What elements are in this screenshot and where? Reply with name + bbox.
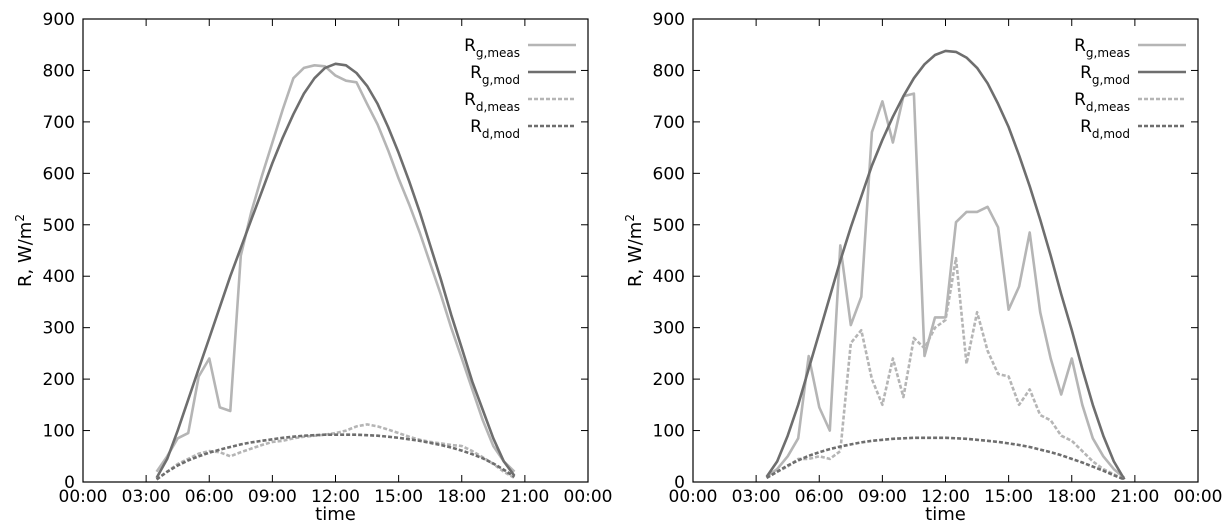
x-tick-label: 03:00 [732, 487, 781, 507]
y-tick-label: 800 [653, 61, 685, 81]
series-line-g-mod [155, 62, 516, 479]
x-tick-label: 12:00 [311, 487, 360, 507]
legend-label: Rg,meas [1074, 36, 1130, 60]
y-tick-label: 800 [43, 61, 75, 81]
y-tick-label: 0 [64, 473, 75, 493]
series-line-d-meas [765, 256, 1125, 481]
x-tick-label: 18:00 [1047, 487, 1096, 507]
y-tick-label: 700 [43, 113, 75, 133]
y-tick-label: 300 [43, 319, 75, 339]
y-tick-label: 200 [43, 370, 75, 390]
y-axis-title: R, W/m2 [623, 214, 646, 287]
chart-panel-2: 0 100 200 300 400 500 600 700 800 900 00:00 03:00 06… [623, 10, 1223, 525]
x-axis-title: time [315, 504, 356, 525]
y-axis-title: R, W/m2 [13, 214, 36, 287]
series-line-g-meas [765, 92, 1126, 479]
legend-label: Rd,mod [470, 117, 520, 141]
x-tick-label: 15:00 [984, 487, 1033, 507]
x-tick-label: 00:00 [1174, 487, 1223, 507]
y-tick-label: 500 [43, 216, 75, 236]
x-axis-title: time [925, 504, 966, 525]
legend-label: Rd,mod [1080, 117, 1130, 141]
series-line-g-mod [765, 49, 1126, 481]
y-tick-label: 200 [653, 370, 685, 390]
x-tick-label: 21:00 [500, 487, 549, 507]
legend-label: Rg,mod [1080, 63, 1130, 87]
x-tick-label: 21:00 [1110, 487, 1159, 507]
x-tick-label: 15:00 [374, 487, 423, 507]
x-tick-label: 00:00 [669, 487, 718, 507]
plot-frame [82, 18, 589, 483]
y-tick-label: 100 [43, 422, 75, 442]
x-tick-label: 09:00 [858, 487, 907, 507]
y-tick-label: 0 [674, 473, 685, 493]
y-tick-label: 900 [43, 10, 75, 30]
y-tick-label: 100 [653, 422, 685, 442]
y-tick-label: 600 [653, 164, 685, 184]
chart-panel-1: 0 100 200 300 400 500 600 700 800 900 00:00 03:00 06… [13, 10, 613, 525]
legend-label: Rg,mod [470, 63, 520, 87]
y-tick-label: 300 [653, 319, 685, 339]
y-tick-label: 700 [653, 113, 685, 133]
x-tick-label: 18:00 [437, 487, 486, 507]
y-tick-label: 400 [653, 267, 685, 287]
legend-label: Rd,meas [464, 90, 520, 114]
plot-frame [692, 18, 1199, 483]
y-tick-label: 900 [653, 10, 685, 30]
legend-label: Rd,meas [1074, 90, 1130, 114]
y-tick-label: 400 [43, 267, 75, 287]
x-tick-label: 00:00 [564, 487, 613, 507]
x-tick-label: 09:00 [248, 487, 297, 507]
y-tick-label: 600 [43, 164, 75, 184]
y-tick-label: 500 [653, 216, 685, 236]
x-tick-label: 00:00 [59, 487, 108, 507]
x-tick-label: 06:00 [795, 487, 844, 507]
series-line-g-meas [155, 64, 516, 473]
x-tick-label: 12:00 [921, 487, 970, 507]
legend-label: Rg,meas [464, 36, 520, 60]
series-line-d-mod [155, 433, 516, 481]
x-tick-label: 06:00 [185, 487, 234, 507]
x-tick-label: 03:00 [122, 487, 171, 507]
series-line-d-mod [765, 436, 1125, 481]
